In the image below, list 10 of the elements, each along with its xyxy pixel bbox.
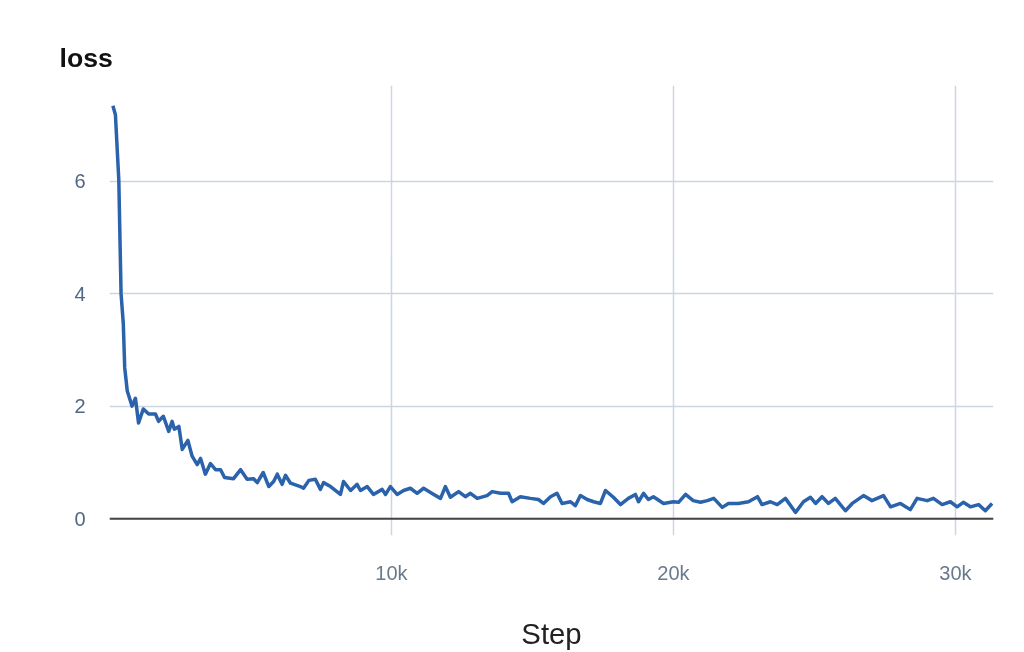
y-tick-label: 2 bbox=[74, 395, 86, 418]
x-tick-label: 10k bbox=[375, 561, 409, 584]
y-tick-label: 4 bbox=[74, 282, 86, 305]
line-series bbox=[111, 104, 994, 515]
y-tick-label: 0 bbox=[74, 507, 86, 530]
x-tick-label: 20k bbox=[657, 561, 691, 584]
y-tick-label: 6 bbox=[74, 170, 86, 193]
chart-title: loss bbox=[59, 43, 113, 73]
x-axis-title: Step bbox=[521, 616, 582, 650]
x-tick-label: 30k bbox=[939, 561, 973, 584]
